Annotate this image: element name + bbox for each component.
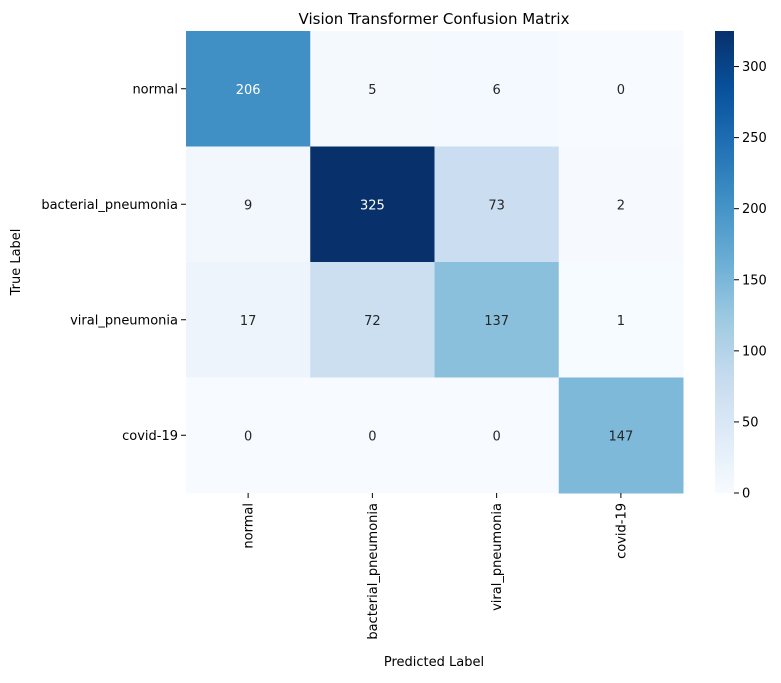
cell-value-r3-c0: 0 [244,429,252,444]
cell-value-r1-c2: 73 [488,198,505,213]
colorbar-ticks: 0 50 100 150 200 250 300 [734,60,767,502]
cell-value-r0-c0: 206 [236,83,261,98]
heatmap-cell-r2-c1 [310,262,435,378]
cell-value-r0-c2: 6 [492,83,500,98]
heatmap-cells [186,31,684,494]
heatmap-cell-r3-c0 [186,377,311,494]
colorbar-tick-label-1: 50 [742,415,759,430]
heatmap-cell-r0-c3 [558,31,684,147]
heatmap-cell-r2-c3 [558,262,684,378]
cell-value-r3-c1: 0 [368,429,376,444]
heatmap-cell-r2-c0 [186,262,311,378]
heatmap-cell-r3-c1 [310,377,435,494]
x-tick-label-0: normal [242,503,257,549]
colorbar-tick-label-0: 0 [742,487,750,502]
y-axis-label: True Label [9,229,24,297]
cell-value-r3-c3: 147 [608,429,633,444]
x-axis-label: Predicted Label [384,655,484,670]
colorbar-tick-label-3: 150 [742,273,767,288]
heatmap-cell-r1-c0 [186,146,311,263]
cell-value-r1-c3: 2 [617,198,625,213]
heatmap-cell-r1-c3 [558,146,684,263]
y-tick-label-2: viral_pneumonia [70,313,178,328]
cell-value-r0-c1: 5 [368,83,376,98]
cell-value-r2-c3: 1 [617,314,625,329]
x-axis: normal bacterial_pneumonia viral_pneumonia… [242,493,629,640]
colorbar-tick-label-5: 250 [742,131,767,146]
y-tick-label-1: bacterial_pneumonia [41,198,178,213]
heatmap-cell-r0-c2 [434,31,560,147]
y-tick-label-0: normal [132,82,178,97]
heatmap-cell-r0-c0 [186,31,311,147]
heatmap-cell-r3-c3 [558,377,684,494]
y-axis: normal bacterial_pneumonia viral_pneumonia… [41,82,186,444]
heatmap-cell-r0-c1 [310,31,435,147]
colorbar-tick-label-4: 200 [742,202,767,217]
x-tick-label-2: viral_pneumonia [490,503,505,611]
cell-value-r1-c1: 325 [360,198,385,213]
colorbar-tick-label-2: 100 [742,344,767,359]
chart-title: Vision Transformer Confusion Matrix [299,10,570,28]
heatmap-cell-r3-c2 [434,377,560,494]
heatmap-cell-r2-c2 [434,262,560,378]
colorbar: 0 50 100 150 200 250 300 [715,31,767,502]
cell-value-r0-c3: 0 [617,83,625,98]
heatmap-cell-r1-c1 [310,146,435,263]
heatmap-cell-r1-c2 [434,146,560,263]
colorbar-gradient [715,31,734,493]
colorbar-tick-label-6: 300 [742,60,767,75]
x-tick-label-1: bacterial_pneumonia [366,503,381,640]
cell-value-r2-c0: 17 [240,314,257,329]
x-tick-label-3: covid-19 [614,503,629,559]
cell-value-r2-c1: 72 [364,314,381,329]
cell-value-r3-c2: 0 [492,429,500,444]
cell-value-labels: 206 5 6 0 9 325 73 2 17 72 137 1 0 0 0 147 [236,83,634,445]
cell-value-r1-c0: 9 [244,198,252,213]
cell-value-r2-c2: 137 [484,314,509,329]
y-tick-label-3: covid-19 [122,429,178,444]
